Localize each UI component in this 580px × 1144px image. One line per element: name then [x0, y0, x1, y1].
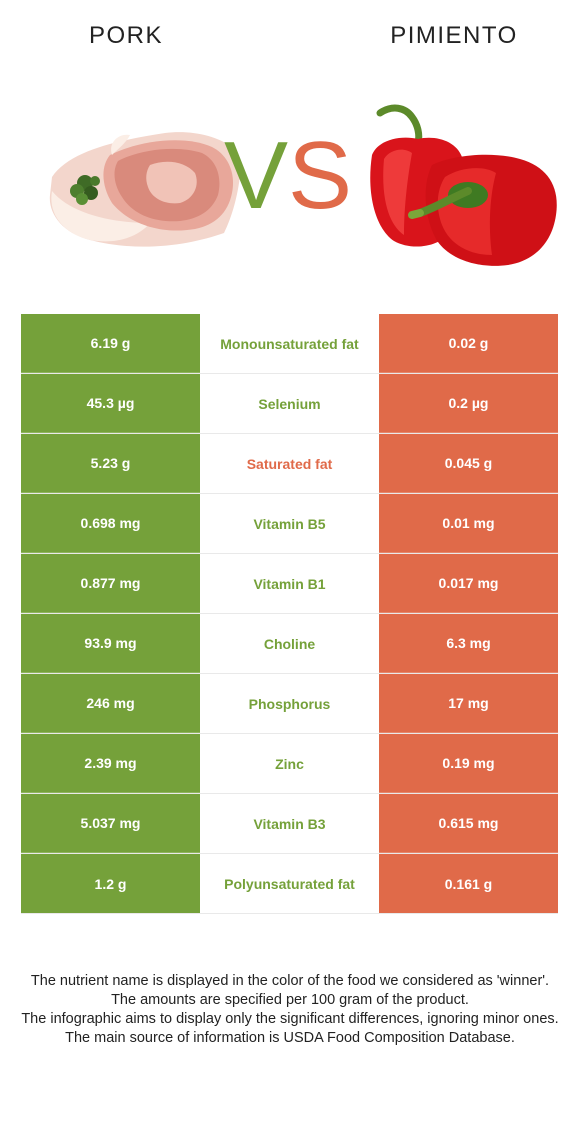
comparison-table: 6.19 g Monounsaturated fat 0.02 g 45.3 µg Se… [21, 314, 558, 914]
nutrient-name: Selenium [200, 374, 379, 433]
pork-value: 2.39 mg [21, 734, 200, 793]
nutrient-name: Zinc [200, 734, 379, 793]
footnote-line: The infographic aims to display only the… [21, 1011, 559, 1027]
pork-value: 0.698 mg [21, 494, 200, 553]
pimiento-value: 0.02 g [379, 314, 558, 373]
pimiento-value: 0.2 µg [379, 374, 558, 433]
table-row: 45.3 µg Selenium 0.2 µg [21, 374, 558, 434]
pork-value: 93.9 mg [21, 614, 200, 673]
nutrient-name: Vitamin B5 [200, 494, 379, 553]
table-row: 1.2 g Polyunsaturated fat 0.161 g [21, 854, 558, 914]
hero-illustration [49, 104, 557, 266]
pimiento-title: PIMIENTO [390, 22, 518, 49]
nutrient-name: Monounsaturated fat [200, 314, 379, 373]
nutrient-name: Choline [200, 614, 379, 673]
pork-value: 246 mg [21, 674, 200, 733]
pimiento-image [370, 104, 557, 266]
pimiento-value: 0.615 mg [379, 794, 558, 853]
footnotes: The nutrient name is displayed in the co… [16, 972, 564, 1048]
nutrient-name: Saturated fat [200, 434, 379, 493]
footnote-line: The nutrient name is displayed in the co… [30, 973, 550, 989]
table-row: 2.39 mg Zinc 0.19 mg [21, 734, 558, 794]
pimiento-value: 0.017 mg [379, 554, 558, 613]
table-row: 5.23 g Saturated fat 0.045 g [21, 434, 558, 494]
table-row: 93.9 mg Choline 6.3 mg [21, 614, 558, 674]
pimiento-value: 0.161 g [379, 854, 558, 913]
pork-value: 5.23 g [21, 434, 200, 493]
nutrient-name: Polyunsaturated fat [200, 854, 379, 913]
pimiento-value: 0.045 g [379, 434, 558, 493]
pork-value: 0.877 mg [21, 554, 200, 613]
pork-title: PORK [88, 22, 163, 49]
table-row: 246 mg Phosphorus 17 mg [21, 674, 558, 734]
pork-value: 5.037 mg [21, 794, 200, 853]
footnote-line: The amounts are specified per 100 gram o… [111, 992, 469, 1008]
nutrient-name: Vitamin B3 [200, 794, 379, 853]
pork-value: 6.19 g [21, 314, 200, 373]
pork-value: 45.3 µg [21, 374, 200, 433]
nutrient-name: Vitamin B1 [200, 554, 379, 613]
pork-image [49, 132, 240, 247]
table-row: 0.877 mg Vitamin B1 0.017 mg [21, 554, 558, 614]
vs-label: VS [224, 128, 352, 224]
pimiento-value: 0.01 mg [379, 494, 558, 553]
footnote-line: The main source of information is USDA F… [65, 1030, 515, 1046]
pimiento-value: 0.19 mg [379, 734, 558, 793]
table-row: 0.698 mg Vitamin B5 0.01 mg [21, 494, 558, 554]
table-row: 6.19 g Monounsaturated fat 0.02 g [21, 314, 558, 374]
vs-s: S [288, 122, 353, 229]
pork-value: 1.2 g [21, 854, 200, 913]
nutrient-name: Phosphorus [200, 674, 379, 733]
table-row: 5.037 mg Vitamin B3 0.615 mg [21, 794, 558, 854]
pimiento-value: 6.3 mg [379, 614, 558, 673]
pimiento-value: 17 mg [379, 674, 558, 733]
vs-v: V [224, 122, 289, 229]
